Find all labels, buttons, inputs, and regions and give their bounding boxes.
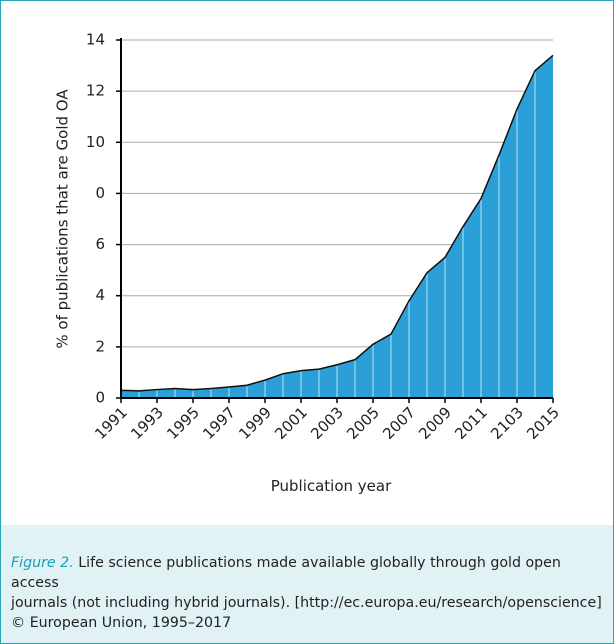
- x-tick-label: 1993: [127, 403, 167, 443]
- x-tick-label: 2015: [523, 403, 563, 443]
- caption: Figure 2. Life science publications made…: [1, 525, 613, 643]
- caption-line: journals (not including hybrid journals)…: [11, 595, 602, 611]
- y-tick-label: 10: [86, 133, 105, 151]
- x-tick-label: 1991: [91, 403, 131, 443]
- x-tick-label: 2001: [271, 403, 311, 443]
- y-tick-label: 4: [95, 286, 105, 304]
- x-tick-label: 2009: [415, 403, 455, 443]
- x-tick-label: 2011: [451, 403, 491, 443]
- x-tick-label: 1999: [235, 403, 275, 443]
- x-tick-label: 2003: [307, 403, 347, 443]
- caption-label: Figure 2.: [11, 555, 74, 571]
- x-tick-label: 2005: [343, 403, 383, 443]
- x-axis-label: Publication year: [271, 477, 392, 495]
- chart: Publication year % of publications that …: [54, 31, 564, 496]
- y-tick-label: 2: [95, 337, 105, 355]
- x-tick-label: 2103: [487, 403, 527, 443]
- y-tick-label: 0: [95, 389, 105, 407]
- y-axis-label: % of publications that are Gold OA: [54, 89, 72, 349]
- y-tick-label: 14: [86, 31, 105, 49]
- x-tick-label: 1995: [163, 403, 203, 443]
- area-line: [120, 54, 554, 392]
- caption-line: © European Union, 1995–2017: [11, 615, 232, 631]
- y-tick-label: 6: [95, 235, 105, 253]
- caption-line: Life science publications made available…: [11, 555, 561, 591]
- y-tick-label: 12: [86, 82, 105, 100]
- y-tick-label: 0: [95, 184, 105, 202]
- x-tick-label: 1997: [199, 403, 239, 443]
- x-tick-label: 2007: [379, 403, 419, 443]
